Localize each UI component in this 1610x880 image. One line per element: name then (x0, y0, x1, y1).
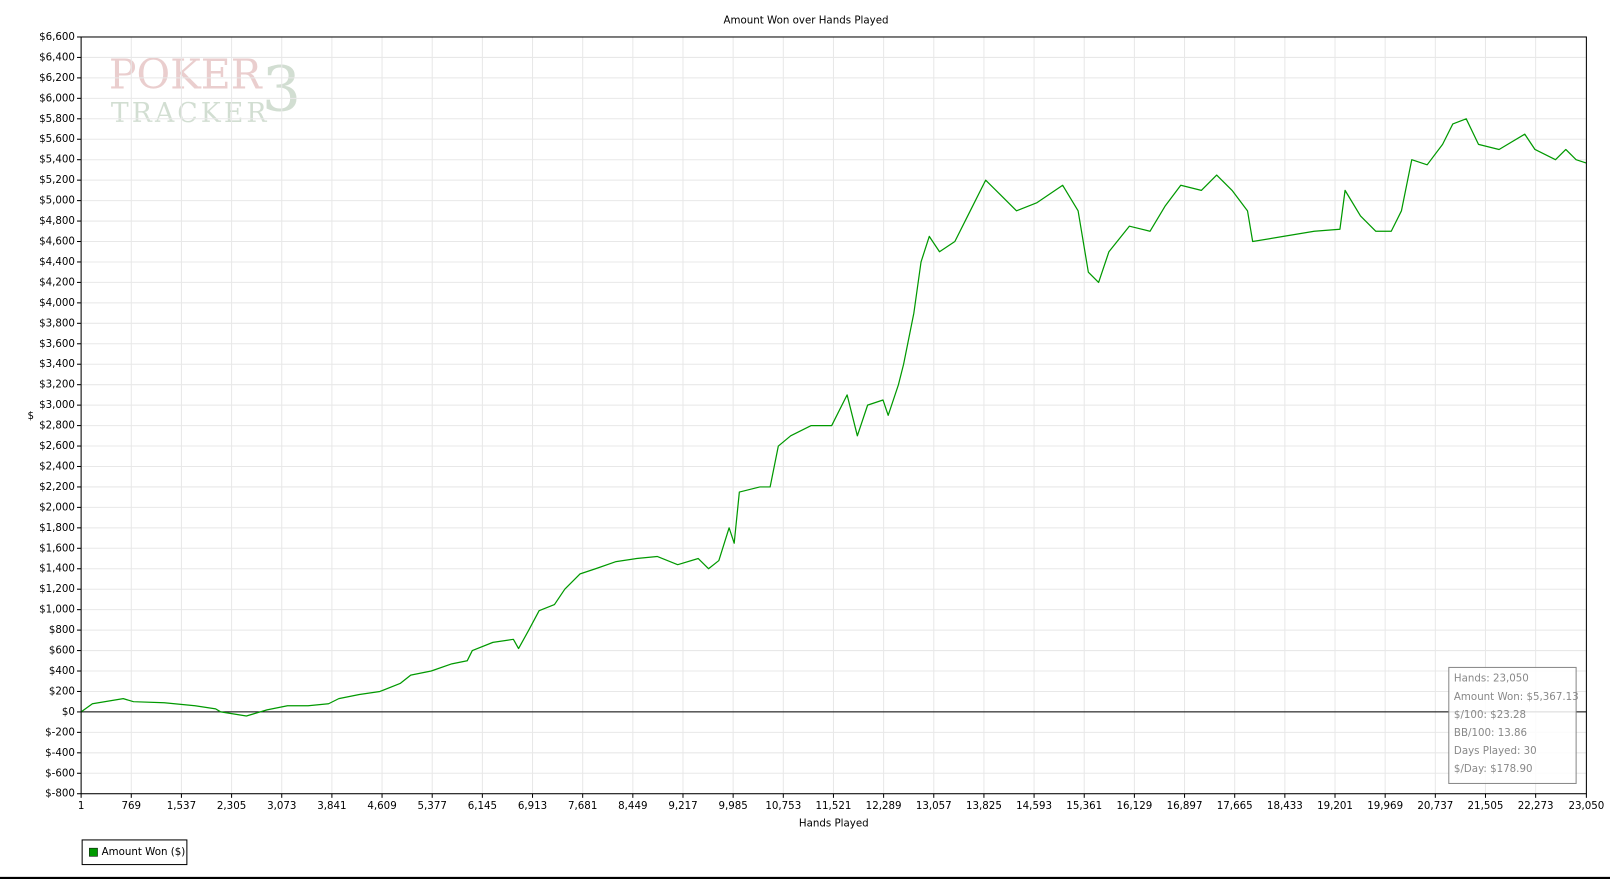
stats-line: $/100: $23.28 (1454, 709, 1526, 721)
watermark-text: TRACKER (111, 98, 270, 129)
x-tick-label: 19,201 (1317, 800, 1353, 812)
y-tick-label: $1,200 (39, 583, 75, 595)
x-tick-label: 13,825 (966, 800, 1002, 812)
y-tick-label: $-200 (45, 726, 75, 738)
x-tick-label: 15,361 (1066, 800, 1102, 812)
y-tick-label: $3,800 (39, 317, 75, 329)
x-tick-label: 769 (121, 800, 141, 812)
ticks: $-800 $-600 $-400 $-200 $0 $200 $400 $600 $800 $1… (39, 31, 1604, 812)
series-line (80, 118, 1587, 717)
y-tick-label: $1,000 (39, 604, 75, 616)
stats-line: BB/100: 13.86 (1454, 727, 1527, 739)
y-tick-label: $6,200 (39, 72, 75, 84)
y-tick-label: $6,000 (39, 92, 75, 104)
x-tick-label: 1 (78, 800, 85, 812)
plot-area (80, 118, 1587, 717)
y-tick-label: $0 (62, 706, 75, 718)
stats-line: $/Day: $178.90 (1454, 763, 1533, 775)
y-tick-label: $400 (49, 665, 75, 677)
x-tick-label: 6,145 (468, 800, 497, 812)
stats-box: Hands: 23,050 Amount Won: $5,367.13 $/100:… (1448, 666, 1579, 784)
x-tick-label: 5,377 (418, 800, 447, 812)
y-tick-label: $2,000 (39, 501, 75, 513)
x-axis-label: Hands Played (799, 818, 869, 830)
y-tick-label: $2,600 (39, 440, 75, 452)
y-tick-label: $4,000 (39, 297, 75, 309)
stats-line: Days Played: 30 (1454, 745, 1537, 757)
x-tick-label: 3,073 (267, 800, 296, 812)
y-tick-label: $5,800 (39, 113, 75, 125)
legend: Amount Won ($) (81, 839, 188, 866)
y-tick-label: $4,400 (39, 256, 75, 268)
watermark-text: POKER (109, 51, 263, 99)
x-tick-label: 2,305 (217, 800, 246, 812)
y-tick-label: $3,400 (39, 358, 75, 370)
y-tick-label: $4,800 (39, 215, 75, 227)
x-tick-label: 1,537 (167, 800, 196, 812)
watermark: POKER TRACKER 3 (109, 51, 301, 129)
x-tick-label: 22,273 (1518, 800, 1554, 812)
y-tick-label: $6,600 (39, 31, 75, 43)
x-tick-label: 14,593 (1016, 800, 1052, 812)
x-tick-label: 13,057 (916, 800, 952, 812)
y-tick-label: $4,600 (39, 236, 75, 248)
y-tick-label: $1,600 (39, 542, 75, 554)
x-tick-label: 9,217 (668, 800, 697, 812)
x-tick-label: 16,897 (1167, 800, 1203, 812)
x-tick-label: 17,665 (1217, 800, 1253, 812)
plot-border (80, 36, 1587, 795)
x-tick-label: 11,521 (816, 800, 852, 812)
y-axis-label: $ (28, 410, 35, 422)
y-tick-label: $5,000 (39, 195, 75, 207)
y-tick-label: $600 (49, 645, 75, 657)
x-tick-label: 3,841 (317, 800, 346, 812)
y-tick-label: $4,200 (39, 276, 75, 288)
stats-box-frame (1448, 666, 1577, 784)
y-tick-label: $2,400 (39, 460, 75, 472)
legend-swatch (89, 847, 98, 857)
y-tick-label: $5,600 (39, 133, 75, 145)
y-tick-label: $2,800 (39, 420, 75, 432)
x-tick-label: 20,737 (1417, 800, 1453, 812)
x-tick-label: 19,969 (1367, 800, 1403, 812)
y-tick-label: $1,400 (39, 563, 75, 575)
x-tick-label: 18,433 (1267, 800, 1303, 812)
stats-line: Amount Won: $5,367.13 (1454, 691, 1579, 703)
y-tick-label: $5,400 (39, 154, 75, 166)
x-tick-label: 9,985 (718, 800, 747, 812)
y-tick-label: $-800 (45, 788, 75, 800)
x-tick-label: 6,913 (518, 800, 547, 812)
y-tick-label: $800 (49, 624, 75, 636)
x-tick-label: 8,449 (618, 800, 647, 812)
chart-title: Amount Won over Hands Played (724, 15, 889, 27)
x-tick-label: 16,129 (1116, 800, 1152, 812)
x-tick-label: 10,753 (765, 800, 801, 812)
legend-label: Amount Won ($) (102, 846, 186, 858)
x-tick-label: 23,050 (1568, 800, 1604, 812)
y-tick-label: $5,200 (39, 174, 75, 186)
legend-frame (81, 839, 188, 866)
y-tick-label: $3,600 (39, 338, 75, 350)
y-tick-label: $3,200 (39, 379, 75, 391)
x-tick-label: 21,505 (1468, 800, 1504, 812)
stats-line: Hands: 23,050 (1454, 673, 1529, 685)
x-tick-label: 7,681 (568, 800, 597, 812)
y-tick-label: $200 (49, 685, 75, 697)
x-tick-label: 12,289 (866, 800, 902, 812)
y-tick-label: $3,000 (39, 399, 75, 411)
y-tick-label: $-400 (45, 747, 75, 759)
y-tick-label: $1,800 (39, 522, 75, 534)
y-tick-label: $-600 (45, 767, 75, 779)
x-tick-label: 4,609 (367, 800, 396, 812)
y-tick-label: $2,200 (39, 481, 75, 493)
y-tick-label: $6,400 (39, 51, 75, 63)
